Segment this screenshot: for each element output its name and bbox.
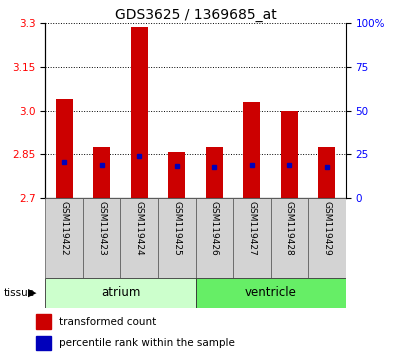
Bar	[243, 102, 260, 198]
Bar	[158, 198, 196, 278]
Text: transformed count: transformed count	[59, 317, 156, 327]
Bar	[271, 198, 308, 278]
Bar	[56, 99, 73, 198]
Text: tissue: tissue	[4, 288, 35, 298]
Bar	[120, 198, 158, 278]
Text: GSM119427: GSM119427	[247, 201, 256, 255]
Text: ventricle: ventricle	[245, 286, 297, 299]
Bar	[83, 198, 120, 278]
Bar	[318, 147, 335, 198]
Bar	[168, 152, 185, 198]
Text: GSM119423: GSM119423	[97, 201, 106, 255]
Text: ▶: ▶	[28, 288, 37, 298]
Bar	[36, 336, 51, 350]
Text: GSM119425: GSM119425	[172, 201, 181, 255]
Bar	[281, 111, 298, 198]
Bar	[45, 198, 83, 278]
Text: GSM119424: GSM119424	[135, 201, 144, 255]
Text: GSM119429: GSM119429	[322, 201, 331, 255]
Bar	[45, 278, 196, 308]
Bar	[308, 198, 346, 278]
Text: percentile rank within the sample: percentile rank within the sample	[59, 338, 235, 348]
Text: atrium: atrium	[101, 286, 140, 299]
Text: GSM119428: GSM119428	[285, 201, 294, 255]
Title: GDS3625 / 1369685_at: GDS3625 / 1369685_at	[115, 8, 276, 22]
Bar	[233, 198, 271, 278]
Bar	[131, 27, 148, 198]
Bar	[196, 278, 346, 308]
Text: GSM119422: GSM119422	[60, 201, 69, 255]
Bar	[93, 147, 110, 198]
Bar	[196, 198, 233, 278]
Bar	[36, 314, 51, 329]
Text: GSM119426: GSM119426	[210, 201, 219, 255]
Bar	[206, 147, 223, 198]
